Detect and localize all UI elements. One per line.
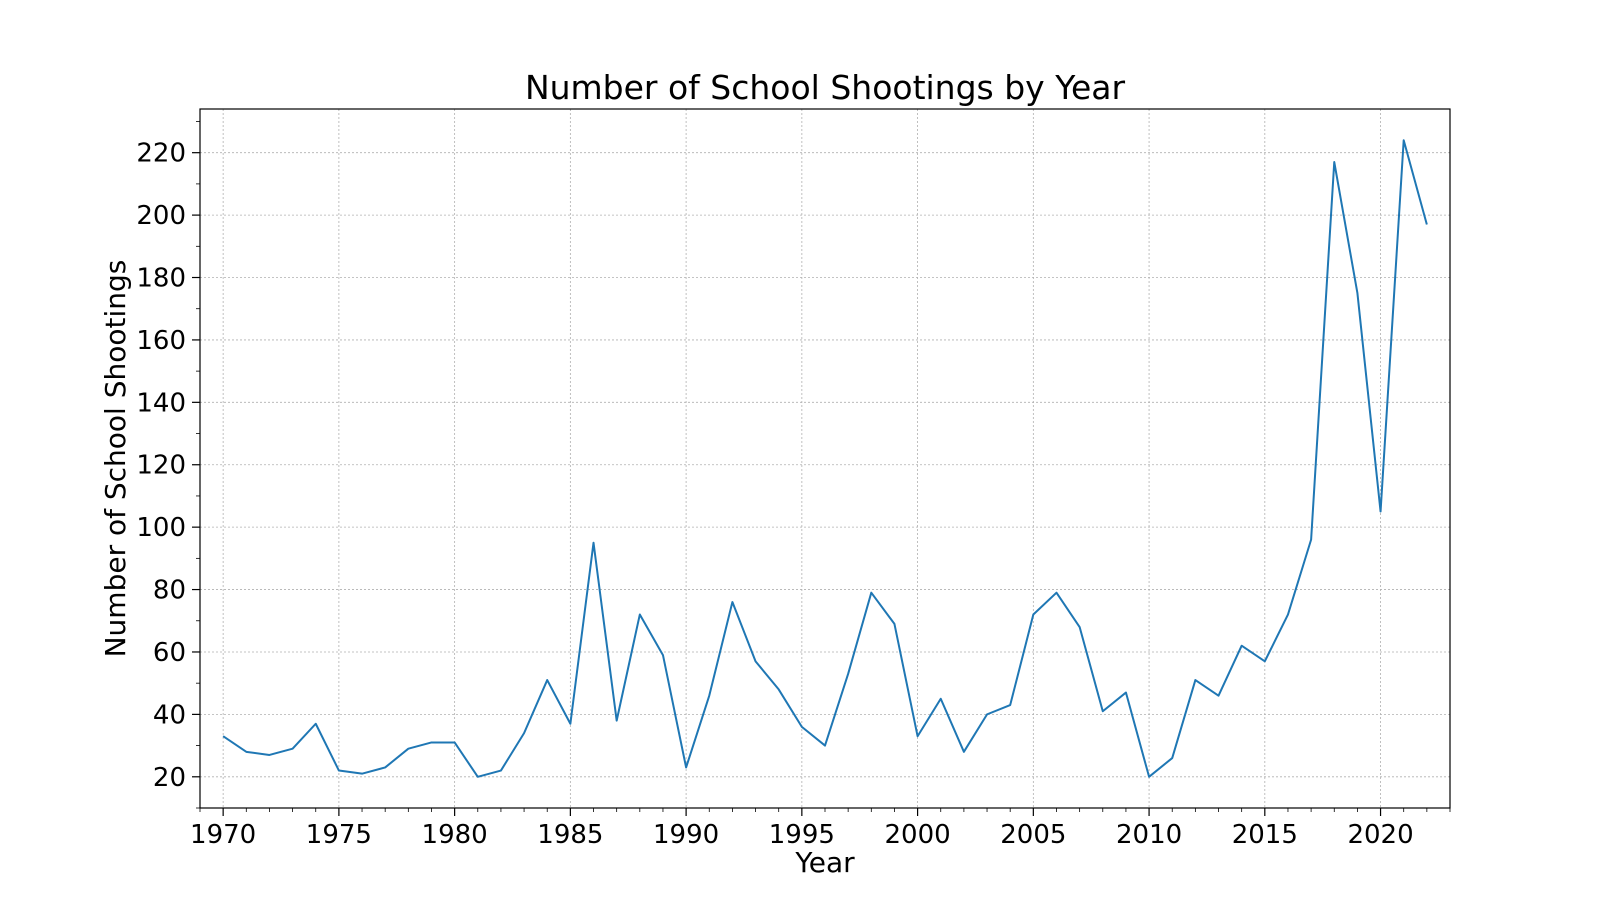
y-tick-label: 100 <box>136 513 186 543</box>
x-tick-label: 2000 <box>885 820 951 850</box>
y-tick-label: 60 <box>153 638 186 668</box>
x-tick-label: 1975 <box>306 820 372 850</box>
y-tick-label: 200 <box>136 201 186 231</box>
y-tick-label: 20 <box>153 763 186 793</box>
y-tick-label: 220 <box>136 139 186 169</box>
plot-frame <box>199 108 1451 809</box>
y-tick-label: 40 <box>153 700 186 730</box>
x-tick-label: 2020 <box>1347 820 1413 850</box>
x-tick-label: 1995 <box>769 820 835 850</box>
x-axis-label: Year <box>794 846 855 879</box>
y-tick-label: 140 <box>136 388 186 418</box>
x-tick-label: 1980 <box>422 820 488 850</box>
y-tick-label: 120 <box>136 451 186 481</box>
x-tick-label: 2005 <box>1000 820 1066 850</box>
x-tick-label: 1990 <box>653 820 719 850</box>
chart-title: Number of School Shootings by Year <box>525 68 1126 107</box>
x-tick-label: 2015 <box>1232 820 1298 850</box>
y-axis-label: Number of School Shootings <box>99 260 132 658</box>
y-tick-label: 160 <box>136 326 186 356</box>
y-tick-label: 180 <box>136 264 186 294</box>
x-tick-label: 1985 <box>537 820 603 850</box>
series <box>222 139 1428 778</box>
grid <box>200 109 1450 808</box>
x-tick-label: 2010 <box>1116 820 1182 850</box>
y-tick-label: 80 <box>153 576 186 606</box>
axis-ticks: 1970 1975 1980 1985 1990 1995 2000 2005 2010 2015… <box>136 121 1451 850</box>
series-line <box>222 139 1428 778</box>
x-tick-label: 1970 <box>190 820 256 850</box>
